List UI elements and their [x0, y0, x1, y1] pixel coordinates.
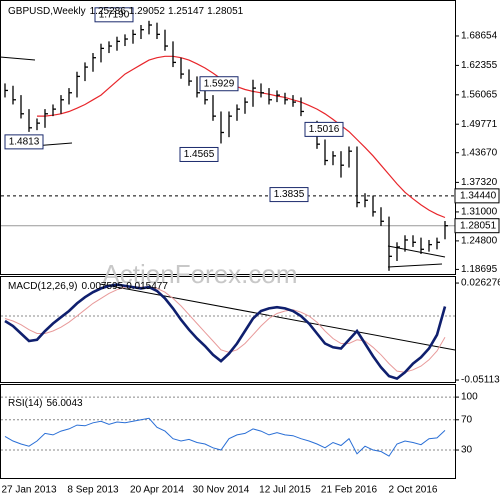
- annotation-label: 1.5929: [204, 78, 235, 89]
- level-box: [454, 188, 500, 204]
- macd-panel: [0, 276, 456, 383]
- annotation-box: [269, 187, 309, 203]
- signal-line: [4, 286, 446, 373]
- y-tick-label: 1.24800: [461, 236, 498, 247]
- annotation-box: [304, 121, 344, 137]
- y-tick-label: 1.31000: [461, 207, 498, 218]
- y-tick-label: -0.051137: [461, 375, 500, 386]
- rsi-header: RSI(14) 56.0043: [8, 398, 83, 409]
- level-box: [454, 218, 500, 234]
- price-header: GBPUSD,Weekly 1.25286 1.29052 1.25147 1.2805…: [8, 6, 244, 17]
- y-tick-label: 1.49771: [461, 119, 498, 130]
- annotation-label: 1.7190: [99, 9, 130, 20]
- x-tick-label: 8 Sep 2013: [67, 485, 119, 496]
- x-tick-label: 21 Feb 2016: [321, 485, 378, 496]
- annotation-label: 1.4813: [9, 137, 40, 148]
- x-tick-label: 20 Apr 2014: [130, 485, 184, 496]
- y-tick-label: 30: [461, 445, 473, 456]
- annotation-label: 1.5016: [309, 124, 340, 135]
- x-tick-label: 30 Nov 2014: [193, 485, 250, 496]
- y-tick-label: 0.026276: [461, 278, 500, 289]
- y-tick-label: 1.37320: [461, 177, 498, 188]
- annotation-box: [179, 146, 219, 162]
- macd-header: MACD(12,26,9) 0.007595 0.015477: [8, 281, 168, 292]
- level-label: 1.34440: [460, 190, 497, 201]
- y-tick-label: 100: [461, 392, 478, 403]
- trendline: [387, 263, 443, 268]
- x-tick-label: 12 Jul 2015: [259, 485, 311, 496]
- annotation-label: 1.4565: [184, 149, 215, 160]
- annotation-box: [94, 7, 134, 23]
- trendline: [99, 283, 456, 351]
- annotation-label: 1.3835: [274, 189, 305, 200]
- trendline: [0, 56, 36, 61]
- y-tick-label: 1.43670: [461, 147, 498, 158]
- x-tick-label: 27 Jan 2013: [1, 485, 56, 496]
- annotation-box: [199, 76, 239, 92]
- rsi-panel: [0, 384, 456, 479]
- x-tick-label: 2 Oct 2016: [389, 485, 438, 496]
- rsi-line: [4, 417, 446, 457]
- moving-average: [37, 55, 446, 219]
- y-tick-label: 1.18695: [461, 264, 498, 275]
- level-label: 1.28051: [460, 220, 497, 231]
- macd-line: [4, 283, 447, 381]
- y-tick-label: 70: [461, 414, 473, 425]
- y-tick-label: 1.68654: [461, 31, 498, 42]
- y-tick-label: 1.62355: [461, 60, 498, 71]
- price-panel: [0, 0, 456, 275]
- watermark: ActionForex.com: [102, 259, 297, 289]
- y-tick-label: 1.56065: [461, 89, 498, 100]
- annotation-box: [4, 134, 44, 150]
